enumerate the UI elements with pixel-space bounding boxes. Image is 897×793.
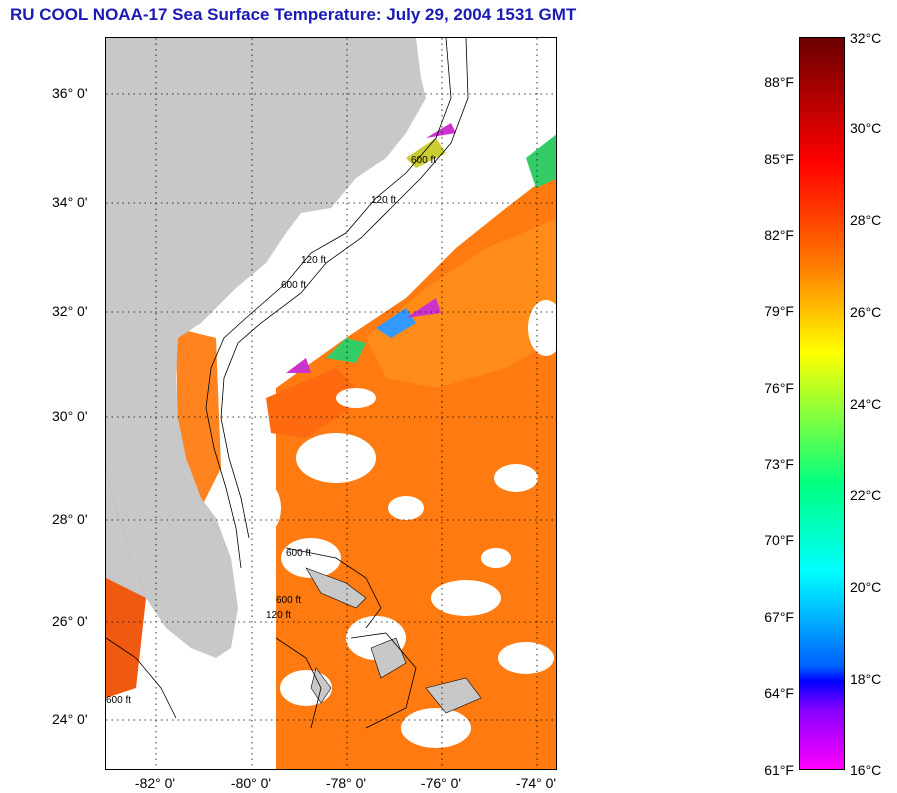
colorbar-label-c: 32°C (850, 30, 882, 46)
us-southeast-land (106, 38, 426, 658)
map-title: RU COOL NOAA-17 Sea Surface Temperature:… (10, 5, 577, 24)
colorbar-label-f: 70°F (764, 532, 794, 548)
colorbar-label-f: 64°F (764, 685, 794, 701)
colorbar-label-c: 26°C (850, 304, 882, 320)
colorbar-label-c: 20°C (850, 579, 882, 595)
bahamas-islands (305, 567, 482, 714)
lat-label-34: 34° 0' (52, 194, 88, 210)
contour-label: 120 ft (301, 255, 326, 266)
lon-label-74: -74° 0' (515, 775, 557, 791)
lat-label-26: 26° 0' (52, 613, 88, 629)
colorbar-label-f: 88°F (764, 74, 794, 90)
contour-label: 600 ft (106, 695, 131, 706)
contour-label: 600 ft (411, 155, 436, 166)
colorbar-label-c: 24°C (850, 396, 882, 412)
cool-filament (286, 123, 556, 373)
colorbar-label-c: 30°C (850, 120, 882, 136)
colorbar-label-f: 79°F (764, 303, 794, 319)
colorbar-label-f: 76°F (764, 380, 794, 396)
lat-label-24: 24° 0' (52, 711, 88, 727)
lat-label-30: 30° 0' (52, 408, 88, 424)
contour-label: 600 ft (276, 595, 301, 606)
colorbar-label-c: 22°C (850, 487, 882, 503)
lat-label-36: 36° 0' (52, 85, 88, 101)
colorbar-label-f: 73°F (764, 456, 794, 472)
lon-label-82: -82° 0' (134, 775, 176, 791)
colorbar-label-f: 82°F (764, 227, 794, 243)
colorbar-label-c: 16°C (850, 762, 882, 778)
lat-label-32: 32° 0' (52, 303, 88, 319)
contour-label: 120 ft (371, 195, 396, 206)
lat-label-28: 28° 0' (52, 511, 88, 527)
contour-label: 120 ft (266, 610, 291, 621)
sst-map[interactable]: 120 ft 600 ft 600 ft 120 ft 600 ft 600 f… (105, 37, 557, 770)
contour-label: 600 ft (281, 280, 306, 291)
colorbar-label-c: 18°C (850, 671, 882, 687)
temperature-colorbar (799, 37, 845, 770)
colorbar-label-f: 85°F (764, 151, 794, 167)
lon-label-80: -80° 0' (230, 775, 272, 791)
florida-west-coast-land (106, 468, 146, 598)
colorbar-label-c: 28°C (850, 212, 882, 228)
colorbar-label-f: 61°F (764, 762, 794, 778)
lon-label-78: -78° 0' (325, 775, 367, 791)
bathymetry-contours (106, 38, 469, 729)
sst-map-graphic: 120 ft 600 ft 600 ft 120 ft 600 ft 600 f… (106, 38, 556, 769)
contour-label: 600 ft (286, 548, 311, 559)
graticule (106, 38, 556, 769)
colorbar-label-f: 67°F (764, 609, 794, 625)
lon-label-76: -76° 0' (420, 775, 462, 791)
contour-labels: 120 ft 600 ft 600 ft 120 ft 600 ft 600 f… (106, 155, 436, 706)
